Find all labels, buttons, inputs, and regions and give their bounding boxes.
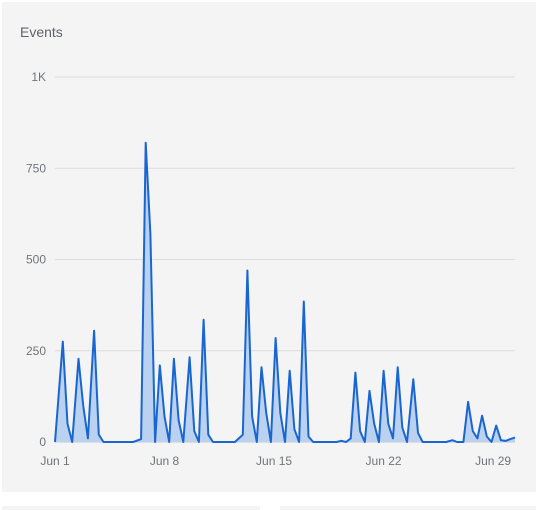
y-tick-label: 250: [26, 344, 46, 358]
x-tick-label: Jun 22: [366, 454, 402, 468]
chart-card: Events 0 250 500 750 1K Jun 1 Jun 8 Jun 15 Jun 2…: [2, 2, 536, 492]
series-line: [54, 141, 516, 443]
y-tick-label: 750: [26, 161, 46, 175]
y-tick-label: 500: [26, 253, 46, 267]
y-tick-label: 0: [39, 435, 46, 449]
y-tick-label: 1K: [31, 70, 46, 84]
x-tick-label: Jun 8: [150, 454, 180, 468]
x-tick-label: Jun 29: [475, 454, 511, 468]
next-card-left-edge: [2, 506, 260, 510]
next-card-right-edge: [280, 506, 536, 510]
events-area-chart: 0 250 500 750 1K Jun 1 Jun 8 Jun 15 Jun 22 Jun 29: [26, 70, 516, 468]
series-area: [55, 142, 515, 442]
chart-title: Events: [20, 24, 63, 40]
x-tick-label: Jun 15: [256, 454, 292, 468]
x-tick-label: Jun 1: [40, 454, 70, 468]
